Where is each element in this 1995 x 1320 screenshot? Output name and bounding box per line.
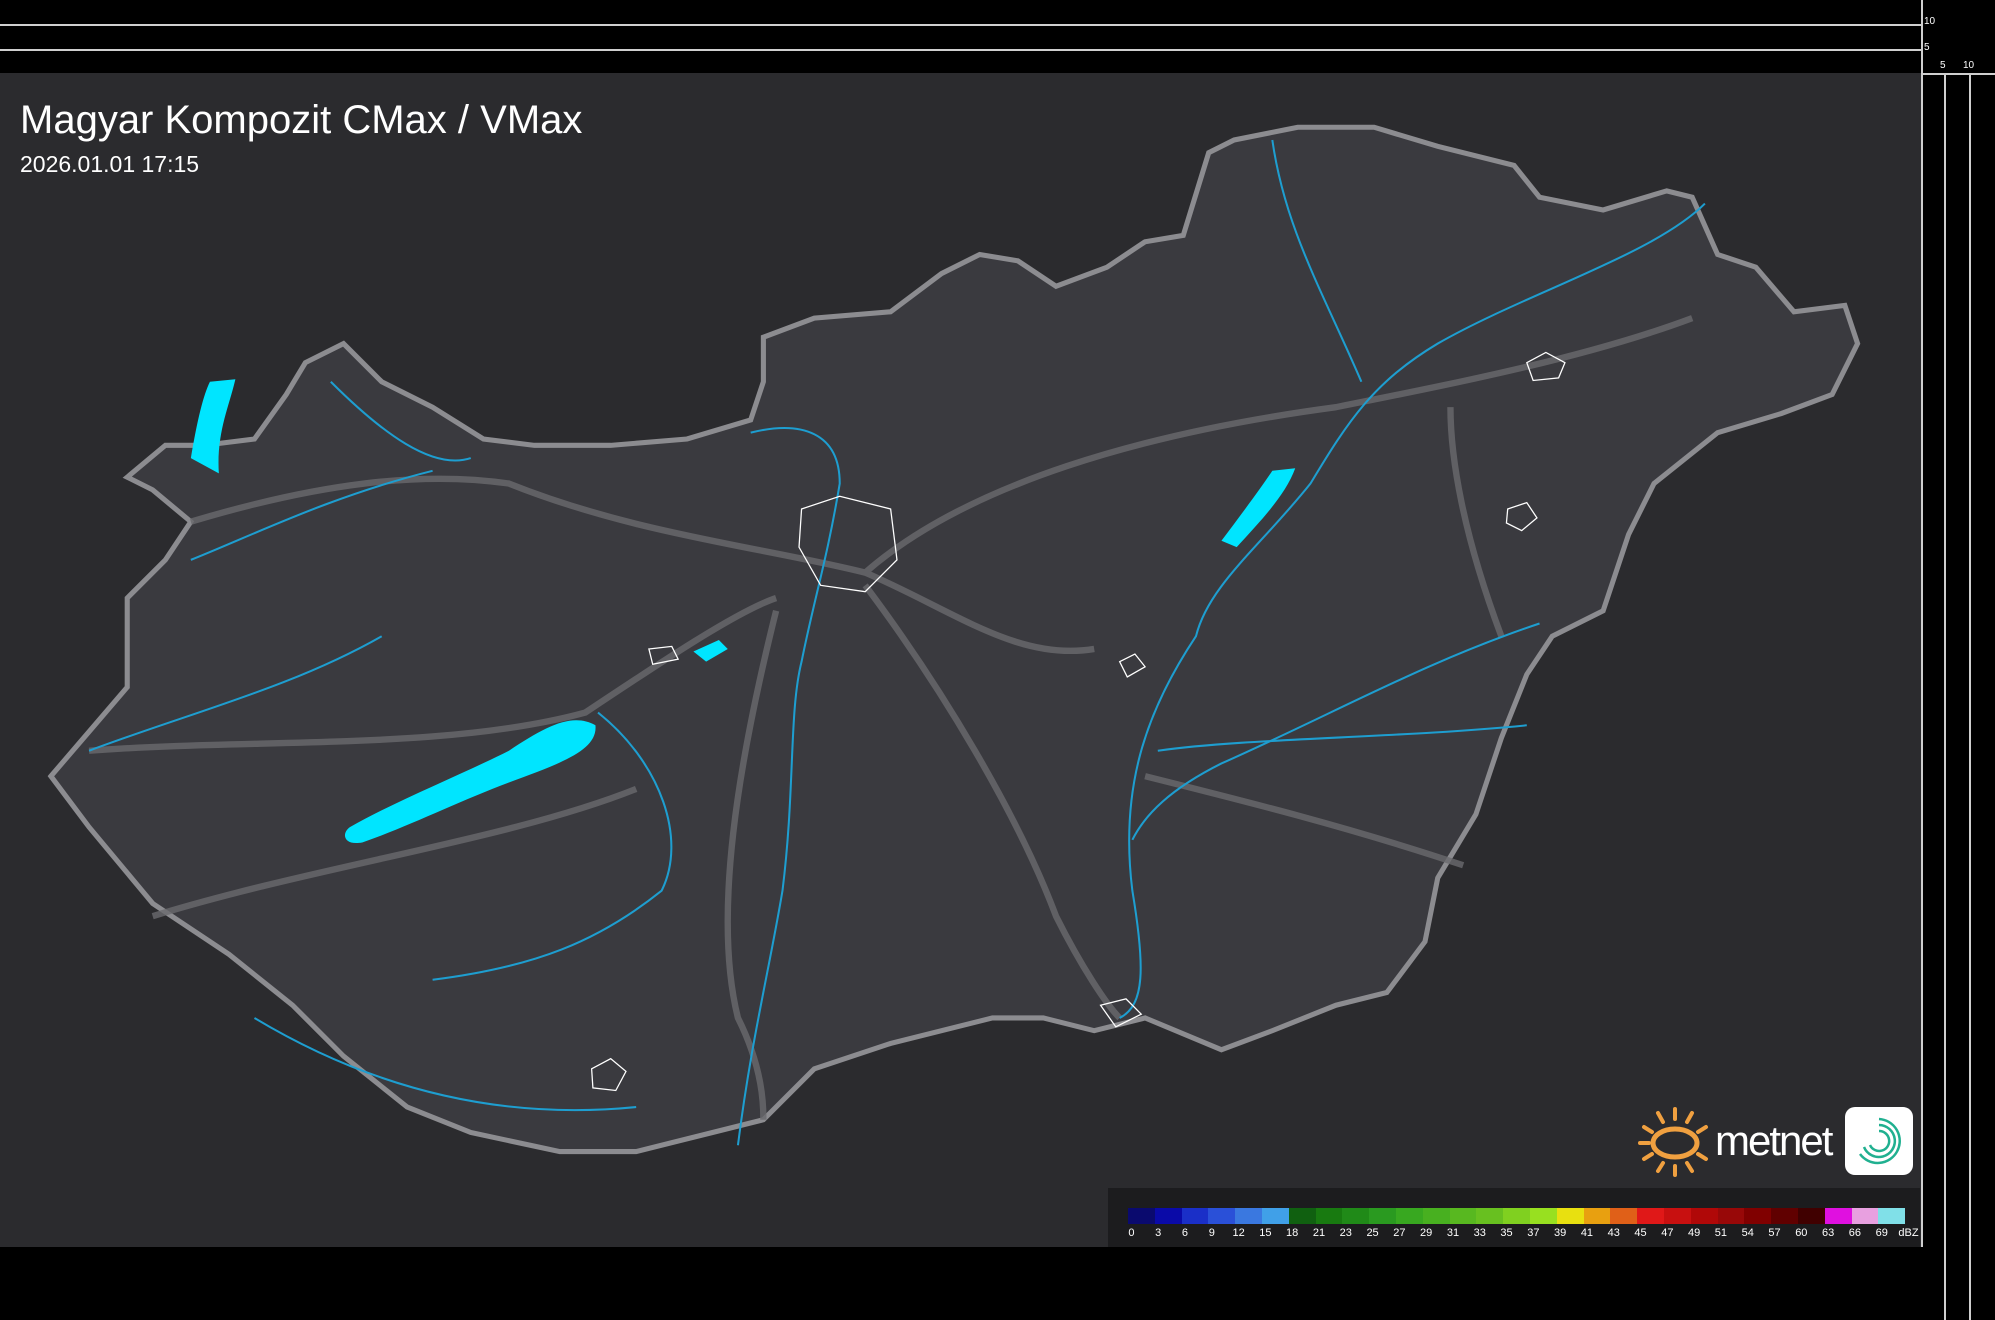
brand-name: metnet — [1715, 1117, 1833, 1164]
legend-swatch — [1824, 1208, 1852, 1224]
legend-tick: 35 — [1500, 1227, 1513, 1239]
legend-tick: 41 — [1580, 1227, 1594, 1239]
legend-tick: 3 — [1155, 1227, 1162, 1239]
lake-balaton — [344, 720, 596, 844]
metnet-logo: metnet — [1638, 1105, 1914, 1177]
timestamp: 2026.01.01 17:15 — [20, 151, 200, 177]
legend-tick: 43 — [1607, 1227, 1620, 1239]
legend-swatch — [1529, 1208, 1557, 1224]
hungary-outline — [47, 124, 1861, 1155]
app-icon — [1845, 1107, 1914, 1175]
axis-label: 10 — [1963, 60, 1975, 71]
legend-tick: 54 — [1741, 1227, 1754, 1239]
axis-line — [1969, 73, 1971, 1320]
legend-swatch — [1637, 1208, 1664, 1224]
axis-label: 10 — [1924, 16, 1936, 27]
city-outlines — [590, 351, 1566, 1092]
axis-line — [0, 49, 1921, 51]
legend-swatch — [1181, 1208, 1209, 1224]
legend-swatch — [1369, 1208, 1396, 1224]
legend-tick: 12 — [1232, 1227, 1245, 1239]
legend-tick: 33 — [1473, 1227, 1486, 1239]
legend-swatch — [1610, 1208, 1638, 1224]
dbz-legend: 0 3 6 9 12 15 18 21 23 25 27 29 31 33 35 37 39 41 43 45 47 49… — [1108, 1188, 1920, 1247]
lake-velence — [693, 640, 728, 662]
lake-ferto — [190, 379, 236, 474]
legend-swatch — [1878, 1208, 1906, 1224]
legend-tick: 25 — [1366, 1227, 1379, 1239]
legend-tick: 49 — [1688, 1227, 1701, 1239]
legend-tick: 15 — [1259, 1227, 1272, 1239]
legend-tick: 27 — [1393, 1227, 1406, 1239]
legend-tick: 45 — [1634, 1227, 1647, 1239]
legend-tick: 31 — [1446, 1227, 1460, 1239]
legend-tick: 39 — [1554, 1227, 1567, 1239]
legend-color-bar — [1128, 1208, 1906, 1224]
axis-line — [1944, 73, 1946, 1320]
top-strip — [0, 0, 1921, 73]
legend-swatch — [1744, 1208, 1772, 1224]
region-borders — [88, 315, 1694, 1120]
hungary-map — [47, 124, 1861, 1155]
legend-swatch — [1476, 1208, 1504, 1224]
sun-icon — [1638, 1107, 1708, 1177]
legend-swatch — [1342, 1208, 1370, 1224]
map-title: Magyar Kompozit CMax / VMax — [20, 98, 583, 142]
axis-line — [1921, 73, 1995, 75]
legend-swatch — [1154, 1208, 1182, 1224]
legend-tick: 37 — [1527, 1227, 1540, 1239]
legend-swatch — [1503, 1208, 1530, 1224]
legend-swatch — [1395, 1208, 1423, 1224]
legend-swatch — [1717, 1208, 1745, 1224]
legend-tick: 51 — [1714, 1227, 1728, 1239]
axis-label: 5 — [1924, 42, 1930, 53]
legend-swatch — [1422, 1208, 1450, 1224]
legend-tick: 21 — [1312, 1227, 1326, 1239]
legend-tick: 69 — [1875, 1227, 1888, 1239]
legend-tick: 66 — [1848, 1227, 1862, 1239]
legend-swatch — [1449, 1208, 1477, 1224]
legend-swatch — [1128, 1208, 1155, 1224]
legend-tick: 23 — [1339, 1227, 1352, 1239]
legend-swatch — [1797, 1208, 1825, 1224]
legend-swatch — [1288, 1208, 1316, 1224]
legend-swatch — [1690, 1208, 1718, 1224]
legend-swatch — [1583, 1208, 1611, 1224]
legend-unit: dBZ — [1898, 1227, 1919, 1239]
legend-swatch — [1235, 1208, 1262, 1224]
legend-tick: 57 — [1768, 1227, 1781, 1239]
legend-swatch — [1208, 1208, 1236, 1224]
legend-tick: 29 — [1420, 1227, 1433, 1239]
legend-swatch — [1663, 1208, 1691, 1224]
lake-tisza — [1221, 468, 1296, 548]
legend-tick: 0 — [1128, 1227, 1135, 1239]
rivers — [88, 139, 1706, 1146]
legend-tick: 18 — [1286, 1227, 1299, 1239]
lakes — [190, 379, 1296, 844]
axis-label: 5 — [1940, 60, 1946, 71]
legend-tick: 60 — [1795, 1227, 1808, 1239]
legend-tick: 9 — [1208, 1227, 1215, 1239]
legend-swatch — [1556, 1208, 1584, 1224]
legend-tick: 63 — [1821, 1227, 1835, 1239]
axis-line — [0, 24, 1921, 26]
legend-swatch — [1771, 1208, 1798, 1224]
legend-swatch — [1851, 1208, 1879, 1224]
legend-swatch — [1261, 1208, 1289, 1224]
legend-tick: 6 — [1181, 1227, 1189, 1239]
axis-line — [1921, 0, 1923, 1247]
legend-ticks: 0 3 6 9 12 15 18 21 23 25 27 29 31 33 35 37 39 41 43 45 47 49… — [1118, 1227, 1922, 1239]
legend-swatch — [1315, 1208, 1343, 1224]
legend-tick: 47 — [1661, 1227, 1674, 1239]
